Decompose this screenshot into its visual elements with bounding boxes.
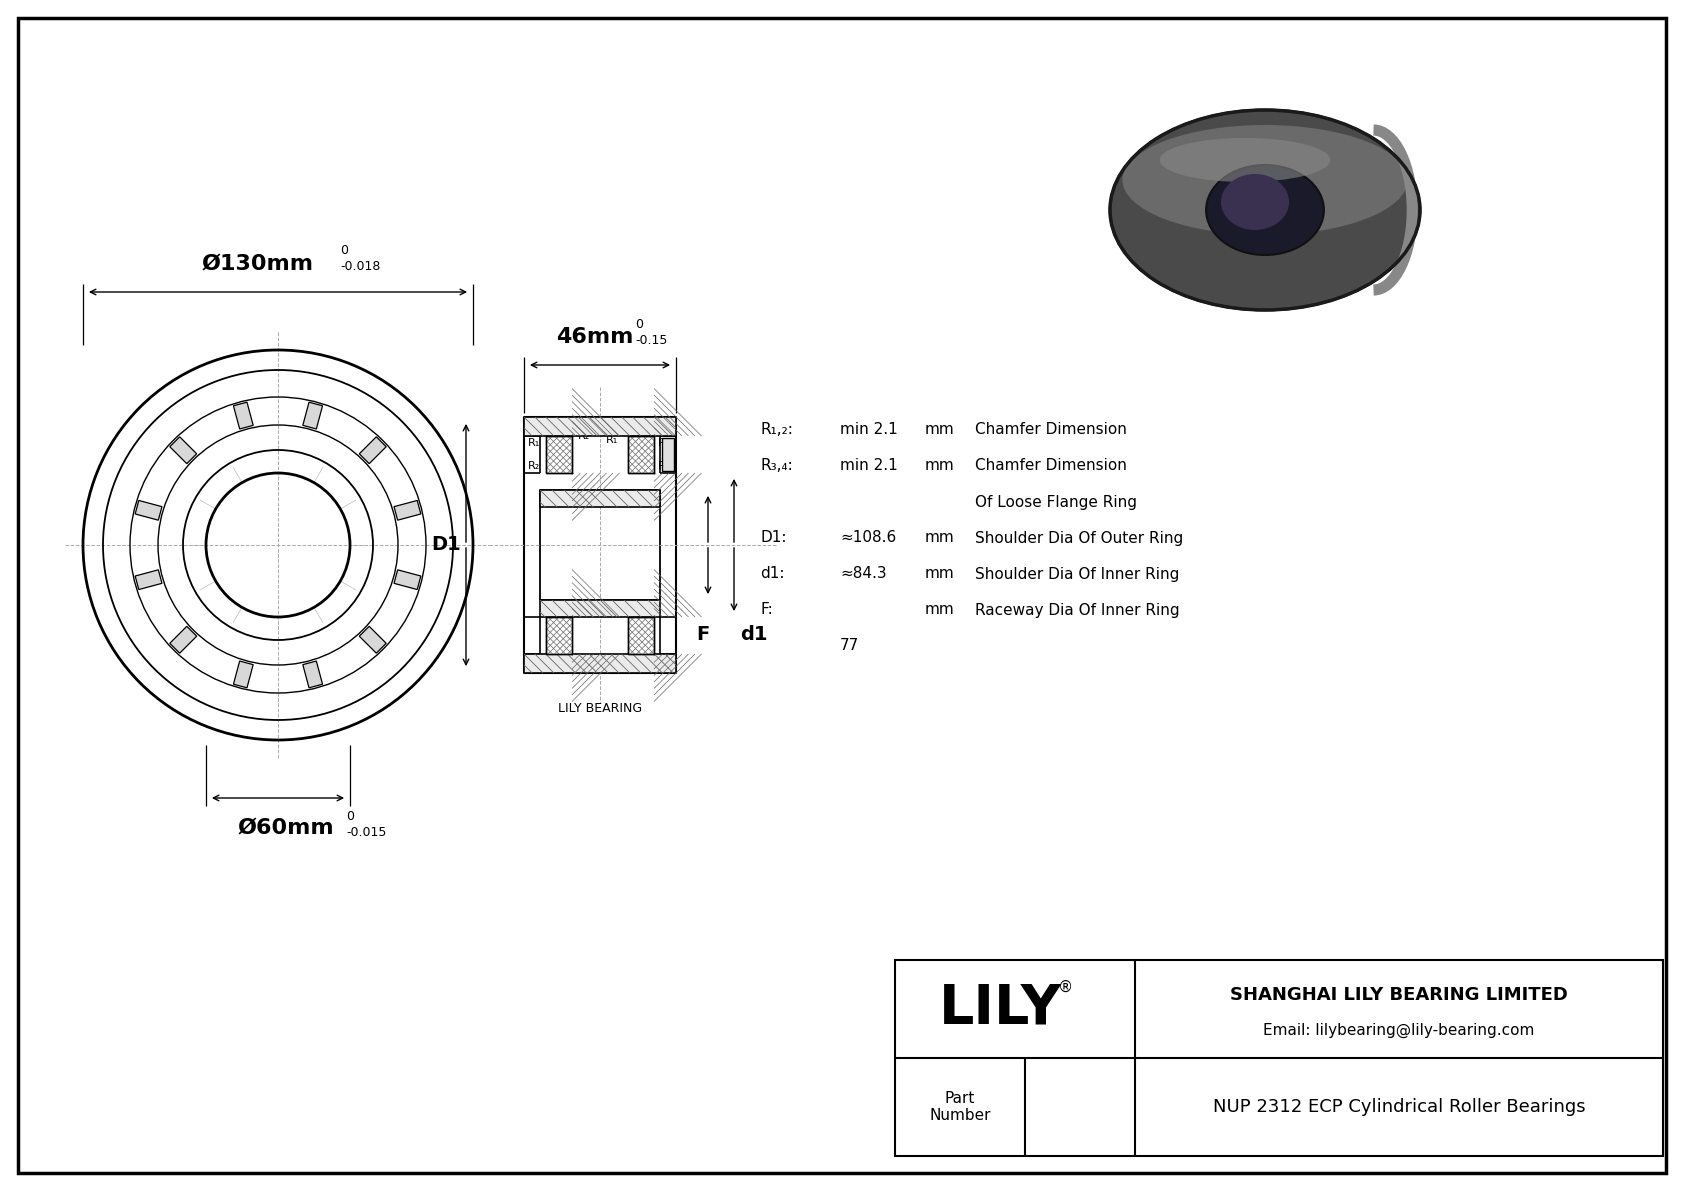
Text: R₁: R₁ [529, 438, 541, 448]
Text: Of Loose Flange Ring: Of Loose Flange Ring [975, 494, 1137, 510]
Bar [234, 661, 253, 688]
Text: d1: d1 [741, 624, 768, 643]
Text: Shoulder Dia Of Outer Ring: Shoulder Dia Of Outer Ring [975, 530, 1184, 545]
Text: F:: F: [759, 603, 773, 617]
Ellipse shape [1160, 138, 1330, 182]
Text: SHANGHAI LILY BEARING LIMITED: SHANGHAI LILY BEARING LIMITED [1229, 986, 1568, 1004]
Text: -0.018: -0.018 [340, 261, 381, 274]
Text: D1: D1 [431, 536, 461, 555]
Text: LILY: LILY [938, 983, 1061, 1036]
Bar [135, 500, 162, 520]
Circle shape [209, 475, 349, 615]
Bar [628, 617, 653, 654]
Bar [524, 654, 675, 673]
Bar [546, 436, 573, 473]
Text: Raceway Dia Of Inner Ring: Raceway Dia Of Inner Ring [975, 603, 1179, 617]
Text: R₁: R₁ [606, 435, 618, 445]
Text: Shoulder Dia Of Inner Ring: Shoulder Dia Of Inner Ring [975, 567, 1179, 581]
Bar [135, 569, 162, 590]
Bar [628, 436, 653, 473]
Bar [894, 960, 1664, 1156]
Text: R₃,₄:: R₃,₄: [759, 459, 793, 474]
Bar [662, 438, 674, 470]
Text: ≈84.3: ≈84.3 [840, 567, 886, 581]
Text: F: F [697, 624, 709, 643]
Bar [541, 490, 660, 507]
Text: D1:: D1: [759, 530, 786, 545]
Text: Ø130mm: Ø130mm [202, 254, 313, 274]
Bar [359, 437, 386, 463]
Bar [170, 626, 197, 653]
Bar [394, 569, 421, 590]
Ellipse shape [1221, 174, 1288, 230]
Text: ≈108.6: ≈108.6 [840, 530, 896, 545]
Text: mm: mm [925, 603, 955, 617]
Text: -0.15: -0.15 [635, 333, 667, 347]
Bar [628, 617, 653, 654]
Ellipse shape [1123, 125, 1408, 235]
Ellipse shape [1110, 110, 1420, 310]
Text: Chamfer Dimension: Chamfer Dimension [975, 459, 1127, 474]
Text: mm: mm [925, 423, 955, 437]
Text: R₃: R₃ [658, 438, 670, 448]
Bar [303, 661, 323, 688]
Text: R₄: R₄ [658, 461, 670, 470]
Text: ®: ® [1058, 979, 1073, 994]
Bar [303, 403, 323, 429]
Text: 77: 77 [840, 638, 859, 654]
Text: R₂: R₂ [529, 461, 541, 470]
Text: Part
Number: Part Number [930, 1091, 990, 1123]
Text: mm: mm [925, 459, 955, 474]
Text: 0: 0 [345, 810, 354, 823]
Bar [394, 500, 421, 520]
Bar [546, 436, 573, 473]
Text: Email: lilybearing@lily-bearing.com: Email: lilybearing@lily-bearing.com [1263, 1023, 1534, 1039]
Text: min 2.1: min 2.1 [840, 423, 898, 437]
Text: 46mm: 46mm [556, 328, 633, 347]
Bar [628, 436, 653, 473]
Text: 0: 0 [340, 244, 349, 257]
Text: mm: mm [925, 530, 955, 545]
Text: min 2.1: min 2.1 [840, 459, 898, 474]
Bar [170, 437, 197, 463]
Text: mm: mm [925, 567, 955, 581]
Bar [546, 617, 573, 654]
Text: d1:: d1: [759, 567, 785, 581]
Text: -0.015: -0.015 [345, 825, 386, 838]
Bar [546, 617, 573, 654]
Bar [524, 417, 675, 436]
Ellipse shape [1206, 166, 1324, 255]
Text: R₁,₂:: R₁,₂: [759, 423, 793, 437]
Bar [541, 600, 660, 617]
Text: 0: 0 [635, 318, 643, 330]
Text: Chamfer Dimension: Chamfer Dimension [975, 423, 1127, 437]
Bar [359, 626, 386, 653]
Text: NUP 2312 ECP Cylindrical Roller Bearings: NUP 2312 ECP Cylindrical Roller Bearings [1212, 1098, 1585, 1116]
Text: LILY BEARING: LILY BEARING [557, 703, 642, 716]
Text: Ø60mm: Ø60mm [237, 818, 335, 838]
Text: R₂: R₂ [578, 431, 589, 441]
Bar [234, 403, 253, 429]
